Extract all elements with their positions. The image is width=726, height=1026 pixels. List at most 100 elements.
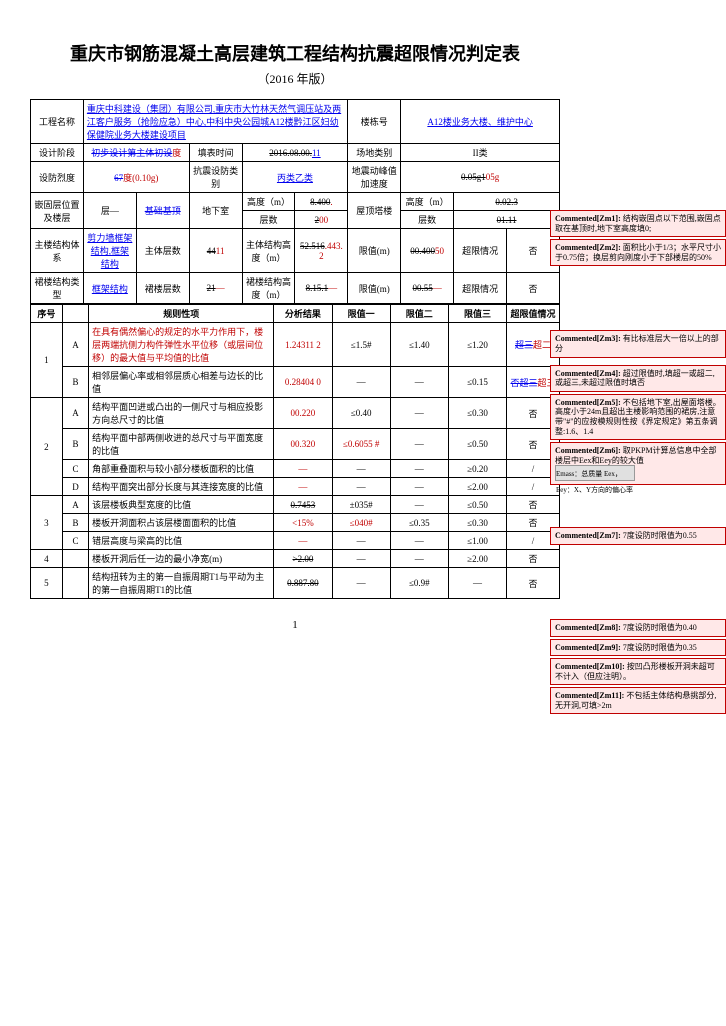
- height-label: 高度（m）: [242, 193, 295, 211]
- table-row: 5 结构扭转为主的第一自振周期T1与平动为主的第一自振周期T1的比值0.887.8…: [31, 568, 560, 599]
- comment-Zm11: Commented[Zm11]: 不包括主体结构悬挑部分,无开洞,可填>2m: [550, 687, 726, 714]
- cell-lim3: ≤0.15: [448, 367, 506, 398]
- building-label: 楼栋号: [348, 100, 401, 144]
- cell-rule: 错层高度与梁高的比值: [89, 532, 274, 550]
- cell-lim1: —: [332, 460, 390, 478]
- intensity-value: 67度(0.10g): [83, 162, 189, 193]
- cell-seq: 2: [31, 398, 63, 496]
- project-value: 重庆中科建设（集团）有限公司,重庆市大竹林天然气调压站及两江客户服务（抢险应急）…: [83, 100, 347, 144]
- cell-rule: 结构平面凹进或凸出的一侧尺寸与相应投影方向总尺寸的比值: [89, 398, 274, 429]
- roof-floors-value: 01.11: [454, 211, 560, 229]
- seismic-value: 丙类乙类: [242, 162, 348, 193]
- cell-sub: A: [62, 496, 88, 514]
- embed-label: 嵌固层位置及楼层: [31, 193, 84, 229]
- table-row: 4楼板开洞后任一边的最小净宽(m)>2.00——≥2.00否: [31, 550, 560, 568]
- podium-label: 裙楼结构类型: [31, 273, 84, 304]
- cell-lim2: —: [390, 398, 448, 429]
- under-label: 地下室: [189, 193, 242, 229]
- comment-Zm1: Commented[Zm1]: 结构嵌固点以下范围,嵌固点取在基顶时,地下室高度…: [550, 210, 726, 237]
- cell-sub: [62, 550, 88, 568]
- struct-height-label: 主体结构高度（m）: [242, 229, 295, 273]
- col-sub: [62, 305, 88, 323]
- cell-lim3: ≤1.00: [448, 532, 506, 550]
- cell-lim3: —: [448, 568, 506, 599]
- main-struct-value: 剪力墙框架结构,框架结构: [83, 229, 136, 273]
- table-row: B相邻层偏心率或相邻层质心相差与边长的比值0.28404 0——≤0.15否超三…: [31, 367, 560, 398]
- table-row: 1A在具有偶然偏心的规定的水平力作用下，楼层两端抗侧力构件弹性水平位移（或层间位…: [31, 323, 560, 367]
- table-row: D结构平面突出部分长度与其连接宽度的比值———≤2.00/: [31, 478, 560, 496]
- cell-result: >2.00: [274, 550, 332, 568]
- cell-lim1: ≤0.6055 #: [332, 429, 390, 460]
- cell-result: 1.24311 2: [274, 323, 332, 367]
- table-row: B结构平面中部两侧收进的总尺寸与平面宽度的比值00.320≤0.6055 #—≤…: [31, 429, 560, 460]
- cell-rule: 楼板开洞面积占该层楼面面积的比值: [89, 514, 274, 532]
- embed-floor-label: 层—: [83, 193, 136, 229]
- cell-result: 00.220: [274, 398, 332, 429]
- comment-Zm8: Commented[Zm8]: 7度设防时限值为0.40: [550, 619, 726, 637]
- table-row: B楼板开洞面积占该层楼面面积的比值<15%≤040#≤0.35≤0.30否: [31, 514, 560, 532]
- phase-label: 设计阶段: [31, 144, 84, 162]
- cell-rule: 该层楼板典型宽度的比值: [89, 496, 274, 514]
- cell-sub: B: [62, 429, 88, 460]
- cell-rule: 结构平面突出部分长度与其连接宽度的比值: [89, 478, 274, 496]
- podium-floors: 21—: [189, 273, 242, 304]
- cell-rule: 结构平面中部两侧收进的总尺寸与平面宽度的比值: [89, 429, 274, 460]
- col-seq: 序号: [31, 305, 63, 323]
- cell-rule: 楼板开洞后任一边的最小净宽(m): [89, 550, 274, 568]
- embed-value: 基础基顶: [136, 193, 189, 229]
- table-row: C错层高度与梁高的比值———≤1.00/: [31, 532, 560, 550]
- over-label: 超限情况: [454, 229, 507, 273]
- comment-Zm9: Commented[Zm9]: 7度设防时限值为0.35: [550, 639, 726, 657]
- cell-seq: 4: [31, 550, 63, 568]
- fill-time-label: 填表时间: [189, 144, 242, 162]
- comment-Zm7: Commented[Zm7]: 7度设防时限值为0.55: [550, 527, 726, 545]
- comment-Zm4: Commented[Zm4]: 超过限值时,填超一或超二,或超三,未超过限值时填…: [550, 365, 726, 392]
- cell-result: 00.320: [274, 429, 332, 460]
- cell-sub: C: [62, 532, 88, 550]
- podium-limit: 00.55—: [401, 273, 454, 304]
- limit-value: 00.40050: [401, 229, 454, 273]
- col-result: 分析结果: [274, 305, 332, 323]
- floors-value: 200: [295, 211, 348, 229]
- cell-lim2: —: [390, 496, 448, 514]
- cell-result: —: [274, 478, 332, 496]
- cell-lim1: ≤1.5#: [332, 323, 390, 367]
- building-value: A12楼业务大楼、维护中心: [401, 100, 560, 144]
- cell-rule: 结构扭转为主的第一自振周期T1与平动为主的第一自振周期T1的比值: [89, 568, 274, 599]
- cell-sub: B: [62, 367, 88, 398]
- cell-result: 0.887.80: [274, 568, 332, 599]
- cell-sub: B: [62, 514, 88, 532]
- cell-result: —: [274, 532, 332, 550]
- cell-lim3: ≥2.00: [448, 550, 506, 568]
- cell-result: —: [274, 460, 332, 478]
- main-floors-value: 4411: [189, 229, 242, 273]
- main-floors-label: 主体层数: [136, 229, 189, 273]
- peak-label: 地震动峰值加速度: [348, 162, 401, 193]
- comment-Zm10: Commented[Zm10]: 按凹凸形楼板开洞未超可不计入（但应注明）。: [550, 658, 726, 685]
- table-row: 2A结构平面凹进或凸出的一侧尺寸与相应投影方向总尺寸的比值00.220≤0.40…: [31, 398, 560, 429]
- cell-seq: 5: [31, 568, 63, 599]
- comment-Zm5: Commented[Zm5]: 不包括地下室,出屋面塔楼。高度小于24m且超出主…: [550, 394, 726, 440]
- roof-floors-label: 层数: [401, 211, 454, 229]
- table-row: 3A该层楼板典型宽度的比值0.7453±035#—≤0.50否: [31, 496, 560, 514]
- cell-lim2: —: [390, 532, 448, 550]
- cell-lim2: —: [390, 429, 448, 460]
- comment-Zm2: Commented[Zm2]: 面积比小于1/3；水平尺寸小于0.75倍；换层剪…: [550, 239, 726, 266]
- cell-lim2: —: [390, 550, 448, 568]
- cell-seq: 1: [31, 323, 63, 398]
- cell-lim3: ≤0.30: [448, 398, 506, 429]
- col-lim3: 限值三: [448, 305, 506, 323]
- peak-value: 0.05g105g: [401, 162, 560, 193]
- site-label: 场地类别: [348, 144, 401, 162]
- cell-result: 0.7453: [274, 496, 332, 514]
- cell-lim1: ±035#: [332, 496, 390, 514]
- floors-label: 层数: [242, 211, 295, 229]
- cell-sub: [62, 568, 88, 599]
- cell-lim2: —: [390, 367, 448, 398]
- podium-height-label: 裙楼结构高度（m）: [242, 273, 295, 304]
- cell-sub: A: [62, 323, 88, 367]
- col-rule: 规则性项: [89, 305, 274, 323]
- roof-label: 屋顶塔楼: [348, 193, 401, 229]
- cell-lim2: ≤0.35: [390, 514, 448, 532]
- header-table: 工程名称 重庆中科建设（集团）有限公司,重庆市大竹林天然气调压站及两江客户服务（…: [30, 99, 560, 304]
